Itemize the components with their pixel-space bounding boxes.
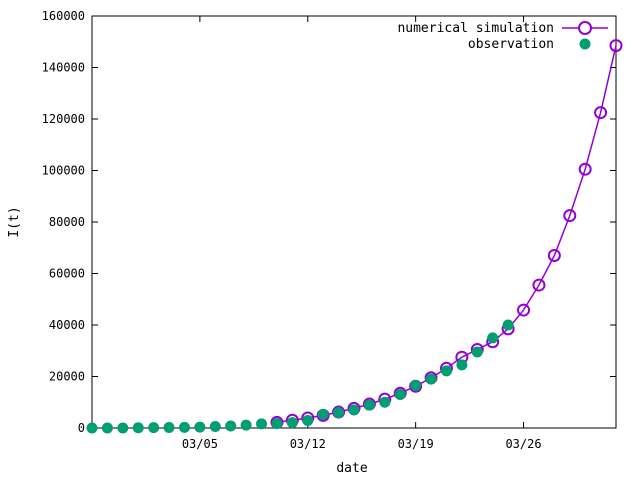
plot-frame bbox=[91, 15, 617, 429]
observation-point bbox=[487, 332, 499, 344]
x-tick-label: 03/19 bbox=[398, 437, 434, 451]
x-axis: 03/05 03/12 03/19 03/26 bbox=[182, 16, 542, 451]
observation-point bbox=[86, 422, 98, 434]
observation-point bbox=[163, 421, 175, 433]
observation-point bbox=[379, 396, 391, 408]
observation-point bbox=[456, 359, 468, 371]
simulation-point bbox=[563, 209, 577, 223]
y-axis: 0 20000 40000 60000 80000 100000 120000 140000 1… bbox=[42, 9, 616, 435]
observation-point bbox=[440, 365, 452, 377]
simulation-point bbox=[547, 248, 561, 262]
observation-point bbox=[425, 373, 437, 385]
observation-point bbox=[148, 422, 160, 434]
observation-point bbox=[209, 420, 221, 432]
observation-point bbox=[302, 415, 314, 427]
y-tick-label: 20000 bbox=[49, 370, 85, 384]
legend-marker-numerical-simulation bbox=[578, 21, 592, 35]
legend-marker-observation bbox=[579, 38, 591, 50]
y-tick-label: 140000 bbox=[42, 61, 85, 75]
y-axis-title: I(t) bbox=[7, 206, 22, 237]
y-tick-label: 80000 bbox=[49, 215, 85, 229]
observation-point bbox=[471, 346, 483, 358]
observation-point bbox=[194, 421, 206, 433]
observation-point bbox=[256, 418, 268, 430]
observation-point bbox=[394, 389, 406, 401]
y-tick-label: 0 bbox=[78, 421, 85, 435]
simulation-point bbox=[578, 162, 592, 176]
observation-point bbox=[363, 399, 375, 411]
x-tick-label: 03/12 bbox=[290, 437, 326, 451]
observation-point bbox=[132, 422, 144, 434]
x-tick-label: 03/05 bbox=[182, 437, 218, 451]
observation-point bbox=[178, 421, 190, 433]
y-tick-label: 40000 bbox=[49, 318, 85, 332]
simulation-point bbox=[594, 106, 608, 120]
observation-point bbox=[240, 419, 252, 431]
legend: numerical simulation observation bbox=[397, 21, 608, 52]
observation-point bbox=[502, 319, 514, 331]
observation-point bbox=[117, 422, 129, 434]
x-tick-label: 03/26 bbox=[505, 437, 541, 451]
observation-point bbox=[286, 417, 298, 429]
observation-point bbox=[333, 407, 345, 419]
legend-label-observation: observation bbox=[468, 37, 554, 52]
simulation-point bbox=[517, 303, 531, 317]
y-tick-label: 100000 bbox=[42, 164, 85, 178]
y-tick-label: 120000 bbox=[42, 112, 85, 126]
legend-label-numerical-simulation: numerical simulation bbox=[397, 21, 554, 36]
simulation-point bbox=[532, 278, 546, 292]
observation-point bbox=[410, 380, 422, 392]
x-axis-title: date bbox=[336, 461, 367, 476]
observation-point bbox=[317, 408, 329, 420]
y-tick-label: 60000 bbox=[49, 267, 85, 281]
observation-point bbox=[101, 422, 113, 434]
observation-point bbox=[225, 420, 237, 432]
y-tick-label: 160000 bbox=[42, 9, 85, 23]
observation-point bbox=[348, 404, 360, 416]
observation-point bbox=[271, 418, 283, 430]
series-observation bbox=[86, 319, 514, 434]
simulation-point bbox=[609, 39, 623, 53]
